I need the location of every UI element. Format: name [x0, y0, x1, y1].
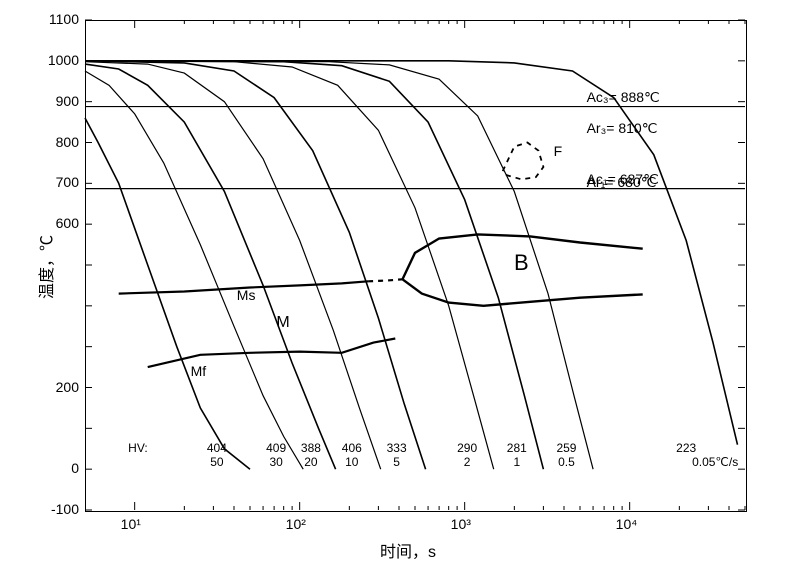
rate-value-label: 2: [449, 455, 485, 469]
transform-temp-label: Ar₁= 680℃: [587, 174, 657, 191]
hv-value-label: 404: [199, 441, 235, 455]
x-tick-label: 10⁴: [616, 516, 638, 532]
phase-region-label: B: [514, 250, 529, 276]
transform-temp-label: Ar₃= 810℃: [587, 120, 658, 137]
rate-value-label: 1: [499, 455, 535, 469]
rate-value-label: 10: [334, 455, 370, 469]
hv-value-label: 388: [293, 441, 329, 455]
y-tick-label: 900: [29, 93, 79, 109]
hv-value-label: 409: [258, 441, 294, 455]
y-tick-label: 700: [29, 174, 79, 190]
y-tick-label: 1100: [29, 11, 79, 27]
y-tick-label: 200: [29, 379, 79, 395]
x-tick-label: 10¹: [121, 516, 141, 532]
rate-value-label: 5: [379, 455, 415, 469]
phase-region-label: Ms: [237, 287, 256, 303]
rate-value-label: 50: [199, 455, 235, 469]
phase-region-label: F: [554, 143, 563, 159]
rate-value-label: 20: [293, 455, 329, 469]
x-tick-label: 10³: [451, 516, 471, 532]
hv-value-label: 406: [334, 441, 370, 455]
phase-region-label: Mf: [191, 363, 207, 379]
y-tick-label: 800: [29, 134, 79, 150]
phase-region-label: M: [276, 314, 289, 332]
hv-value-label: 333: [379, 441, 415, 455]
hv-header-label: HV:: [112, 441, 148, 455]
critical-temp-label: Ac₃= 888℃: [587, 89, 660, 106]
y-tick-label: 0: [29, 460, 79, 476]
y-tick-label: 600: [29, 215, 79, 231]
hv-value-label: 259: [548, 441, 584, 455]
hv-value-label: 281: [499, 441, 535, 455]
rate-unit-label: 0.05℃/s: [680, 455, 750, 469]
rate-value-label: 0.5: [548, 455, 584, 469]
hv-value-label: 223: [668, 441, 704, 455]
x-axis-title: 时间，s: [380, 538, 436, 562]
y-tick-label: -100: [29, 501, 79, 517]
hv-value-label: 290: [449, 441, 485, 455]
y-tick-label: 1000: [29, 52, 79, 68]
x-tick-label: 10²: [286, 516, 306, 532]
rate-value-label: 30: [258, 455, 294, 469]
